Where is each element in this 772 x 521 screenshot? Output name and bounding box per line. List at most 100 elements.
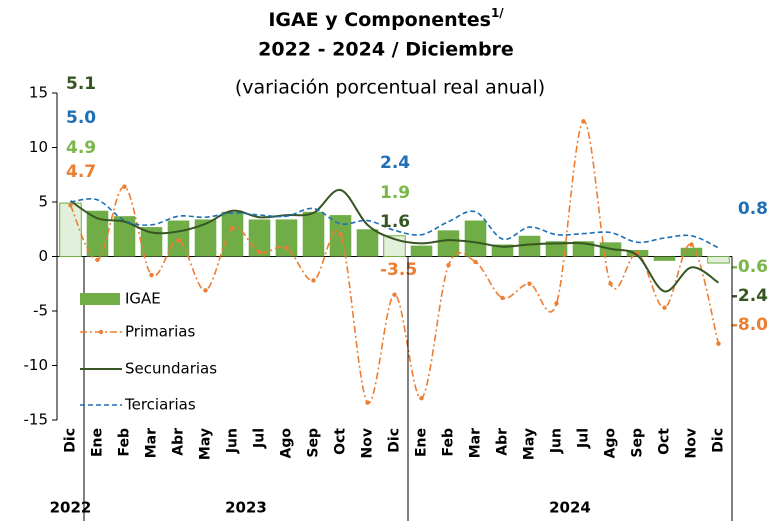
x-tick-label: Jul [252, 428, 268, 449]
value-label: 4.7 [66, 162, 96, 182]
bar [140, 227, 163, 257]
legend-label: Secundarias [125, 360, 217, 378]
value-label: 5.1 [66, 74, 96, 94]
title-superscript: 1/ [491, 6, 504, 20]
value-label: 1.6 [380, 212, 410, 232]
x-tick-label: Mar [144, 428, 160, 458]
point [338, 232, 343, 237]
point [68, 203, 73, 208]
point [500, 295, 505, 301]
point [662, 305, 667, 310]
y-tick-label: 10 [29, 138, 48, 156]
bar [113, 216, 136, 257]
legend-label: Terciarias [124, 396, 196, 414]
point [554, 301, 559, 306]
bar [275, 219, 298, 257]
x-tick-label: Dic [711, 428, 727, 453]
value-label: 0.8 [738, 199, 768, 219]
line-dashed [70, 198, 719, 249]
point [230, 225, 235, 231]
bar [491, 244, 514, 257]
legend-swatch [80, 293, 120, 305]
x-tick-label: Ago [279, 428, 295, 459]
y-tick-label: -15 [24, 411, 49, 429]
point [608, 281, 613, 286]
point [581, 119, 586, 124]
point [473, 259, 478, 265]
bar [59, 202, 82, 257]
value-label: -2.4 [731, 286, 768, 306]
point [176, 237, 181, 243]
value-label: -3.5 [380, 260, 417, 280]
x-tick-label: Feb [117, 428, 133, 457]
point [95, 257, 100, 262]
x-tick-label: May [522, 428, 538, 460]
x-tick-label: Sep [630, 428, 646, 458]
bar [707, 256, 730, 264]
title-text: IGAE y Componentes [268, 9, 491, 31]
point [689, 242, 694, 247]
point [365, 400, 370, 405]
bar [86, 210, 109, 257]
bar [464, 220, 487, 257]
point [716, 341, 721, 346]
x-tick-label: Feb [441, 428, 457, 457]
bar [545, 241, 568, 257]
point [203, 288, 208, 293]
x-tick-label: May [198, 428, 214, 460]
point [419, 396, 424, 401]
bar [437, 230, 460, 257]
x-tick-label: Mar [468, 428, 484, 458]
year-label: 2023 [225, 499, 267, 517]
point [149, 272, 154, 278]
bar [356, 229, 379, 257]
bar [518, 235, 541, 257]
point [311, 278, 316, 283]
chart-title-line2: 2022 - 2024 / Diciembre [258, 39, 514, 61]
x-tick-label: Nov [360, 428, 376, 458]
x-tick-label: Abr [495, 428, 511, 456]
y-tick-label: 0 [38, 247, 48, 265]
bar [221, 211, 244, 257]
bar [410, 245, 433, 257]
bar [194, 219, 217, 257]
x-tick-label: Sep [306, 428, 322, 458]
legend-label: IGAE [125, 290, 161, 308]
y-tick-label: -5 [33, 302, 48, 320]
point [284, 245, 289, 250]
value-label: 1.9 [380, 183, 410, 203]
line-solid [69, 189, 720, 293]
y-tick-label: 5 [38, 193, 48, 211]
chart-title: IGAE y Componentes1/ [268, 6, 504, 31]
value-label: 2.4 [380, 153, 410, 173]
y-tick-label: 15 [29, 84, 48, 102]
x-tick-label: Ene [414, 428, 430, 457]
x-tick-label: Nov [684, 428, 700, 458]
point [527, 281, 532, 286]
x-tick-label: Jun [225, 428, 241, 454]
year-label: 2022 [50, 499, 92, 517]
point [122, 184, 127, 189]
point [392, 292, 397, 297]
x-tick-label: Abr [171, 428, 187, 456]
x-tick-label: Jun [549, 428, 565, 454]
value-label: -0.6 [731, 257, 768, 277]
value-label: 5.0 [66, 108, 96, 128]
legend-label: Primarias [125, 323, 195, 341]
x-tick-label: Dic [387, 428, 403, 453]
bar [680, 247, 703, 257]
value-label: 4.9 [66, 138, 96, 158]
bar [302, 211, 325, 257]
value-label: -8.0 [731, 315, 768, 335]
x-tick-label: Dic [63, 428, 79, 453]
chart-subtitle: (variación porcentual real anual) [235, 77, 545, 99]
x-tick-label: Oct [657, 428, 673, 455]
x-tick-label: Ago [603, 428, 619, 459]
x-tick-label: Jul [576, 428, 592, 449]
x-tick-label: Oct [333, 428, 349, 455]
x-tick-label: Ene [90, 428, 106, 457]
point [446, 263, 451, 268]
year-label: 2024 [549, 499, 591, 517]
legend-marker [98, 329, 104, 335]
